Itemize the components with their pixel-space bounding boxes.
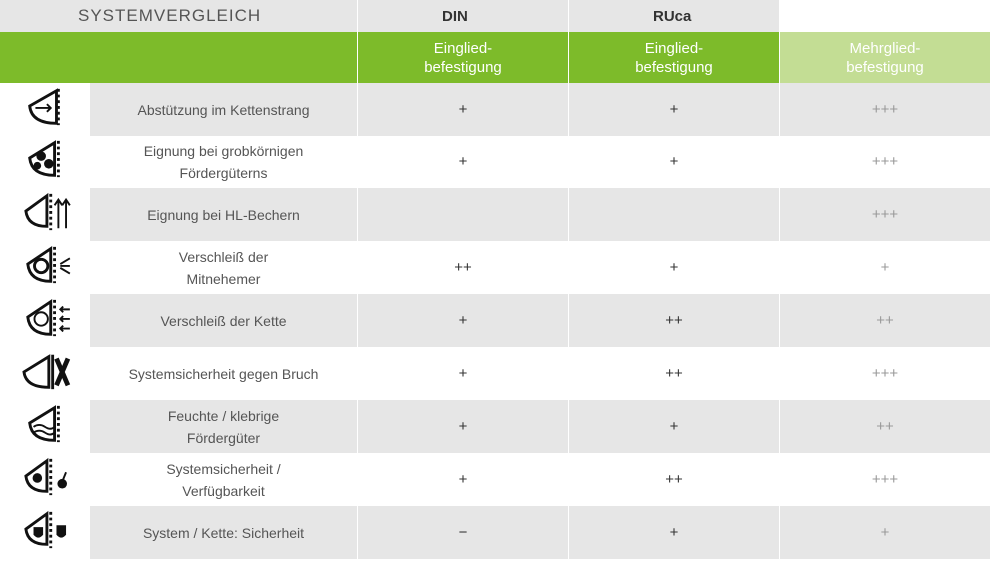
availability-icon — [17, 455, 73, 505]
table-row: Eignung bei grobkörnigen Fördergüterns + +… — [0, 136, 990, 188]
wet-material-icon — [17, 402, 73, 452]
row-icon-cell — [0, 83, 90, 136]
row-value-mehr: ++ — [780, 400, 990, 453]
table-row: Abstützung im Kettenstrang + + +++ — [0, 83, 990, 136]
chain-support-icon — [17, 85, 73, 135]
shield-chain-icon — [17, 508, 73, 558]
chain-wear-icon — [17, 296, 73, 346]
row-value-mehr: +++ — [780, 188, 990, 241]
row-icon-cell — [0, 294, 90, 347]
row-value-din: + — [358, 400, 569, 453]
hl-bucket-icon — [17, 190, 73, 240]
row-value-mehr: ++ — [780, 294, 990, 347]
row-label-text: Eignung bei HL-Bechern — [147, 206, 300, 223]
row-value-ruca: + — [569, 506, 780, 559]
table-row: Feuchte / klebrige Fördergüter + + ++ — [0, 400, 990, 453]
subheader-ruca-text: Einglied-befestigung — [635, 39, 713, 76]
row-value-din: − — [358, 506, 569, 559]
table-row: Eignung bei HL-Bechern +++ — [0, 188, 990, 241]
table-row: Systemsicherheit gegen Bruch + ++ +++ — [0, 347, 990, 400]
row-icon-cell — [0, 506, 90, 559]
subheader-ruca: Einglied-befestigung — [569, 32, 780, 83]
row-icon-cell — [0, 136, 90, 188]
table-title: SYSTEMVERGLEICH — [0, 0, 358, 32]
row-icon-cell — [0, 188, 90, 241]
row-label: Systemsicherheit gegen Bruch — [90, 347, 358, 400]
subheader-mehr-text: Mehrglied-befestigung — [846, 39, 924, 76]
column-header-din: DIN — [358, 0, 569, 32]
subheader-blank — [0, 32, 358, 83]
table-row: Verschleiß der Kette + ++ ++ — [0, 294, 990, 347]
coarse-material-icon — [17, 137, 73, 187]
row-value-din: + — [358, 83, 569, 136]
row-icon-cell — [0, 241, 90, 294]
row-icon-cell — [0, 347, 90, 400]
row-value-ruca: + — [569, 83, 780, 136]
row-label: Feuchte / klebrige Fördergüter — [90, 400, 358, 453]
attachment-wear-icon — [17, 243, 73, 293]
row-value-din: ++ — [358, 241, 569, 294]
column-header-empty — [780, 0, 990, 32]
row-value-mehr: +++ — [871, 470, 899, 488]
subheader-din-text: Einglied-befestigung — [424, 39, 502, 76]
row-value-ruca: ++ — [569, 453, 780, 506]
row-value-ruca: + — [569, 400, 780, 453]
table-row: Systemsicherheit / Verfügbarkeit + ++ +++ — [0, 453, 990, 506]
row-value-mehr: +++ — [871, 153, 899, 170]
row-label: Verschleiß der Mitnehemer — [90, 241, 358, 294]
row-label-text: Systemsicherheit gegen Bruch — [128, 365, 319, 382]
row-label-text: Eignung bei grobkörnigen Fördergüterns — [143, 143, 304, 181]
title-row: SYSTEMVERGLEICH DIN RUca — [0, 0, 990, 32]
row-label: Systemsicherheit / Verfügbarkeit — [90, 453, 358, 506]
row-label: Eignung bei grobkörnigen Fördergüterns — [90, 136, 358, 188]
table-row: System / Kette: Sicherheit − + + — [0, 506, 990, 559]
row-value-din: + — [358, 347, 569, 400]
row-value-mehr: +++ — [871, 364, 899, 382]
row-value-din — [358, 188, 569, 241]
subheader-mehr: Mehrglied-befestigung — [780, 32, 990, 83]
row-value-ruca: ++ — [569, 294, 780, 347]
row-value-ruca: + — [569, 136, 780, 188]
column-header-ruca: RUca — [569, 0, 780, 32]
row-label-text: System / Kette: Sicherheit — [142, 524, 305, 541]
row-icon-cell — [0, 400, 90, 453]
row-label-text: Systemsicherheit / Verfügbarkeit — [166, 460, 281, 499]
row-value-ruca — [569, 188, 780, 241]
row-label: Verschleiß der Kette — [90, 294, 358, 347]
row-value-mehr: + — [880, 258, 890, 276]
row-value-din: + — [358, 136, 569, 188]
table-row: Verschleiß der Mitnehemer ++ + + — [0, 241, 990, 294]
row-label-text: Verschleiß der Mitnehemer — [178, 248, 269, 287]
row-label: Abstützung im Kettenstrang — [90, 83, 358, 136]
subheader-row: Einglied-befestigung Einglied-befestigun… — [0, 32, 990, 83]
row-label: System / Kette: Sicherheit — [90, 506, 358, 559]
row-label: Eignung bei HL-Bechern — [90, 188, 358, 241]
row-value-ruca: ++ — [569, 347, 780, 400]
row-icon-cell — [0, 453, 90, 506]
row-value-mehr: +++ — [780, 83, 990, 136]
row-value-ruca: + — [569, 241, 780, 294]
subheader-din: Einglied-befestigung — [358, 32, 569, 83]
row-value-mehr: + — [780, 506, 990, 559]
row-label-text: Abstützung im Kettenstrang — [137, 101, 310, 118]
break-safety-icon — [17, 349, 73, 399]
row-value-din: + — [358, 294, 569, 347]
row-value-din: + — [358, 453, 569, 506]
row-label-text: Feuchte / klebrige Fördergüter — [167, 407, 280, 446]
row-label-text: Verschleiß der Kette — [160, 312, 287, 329]
